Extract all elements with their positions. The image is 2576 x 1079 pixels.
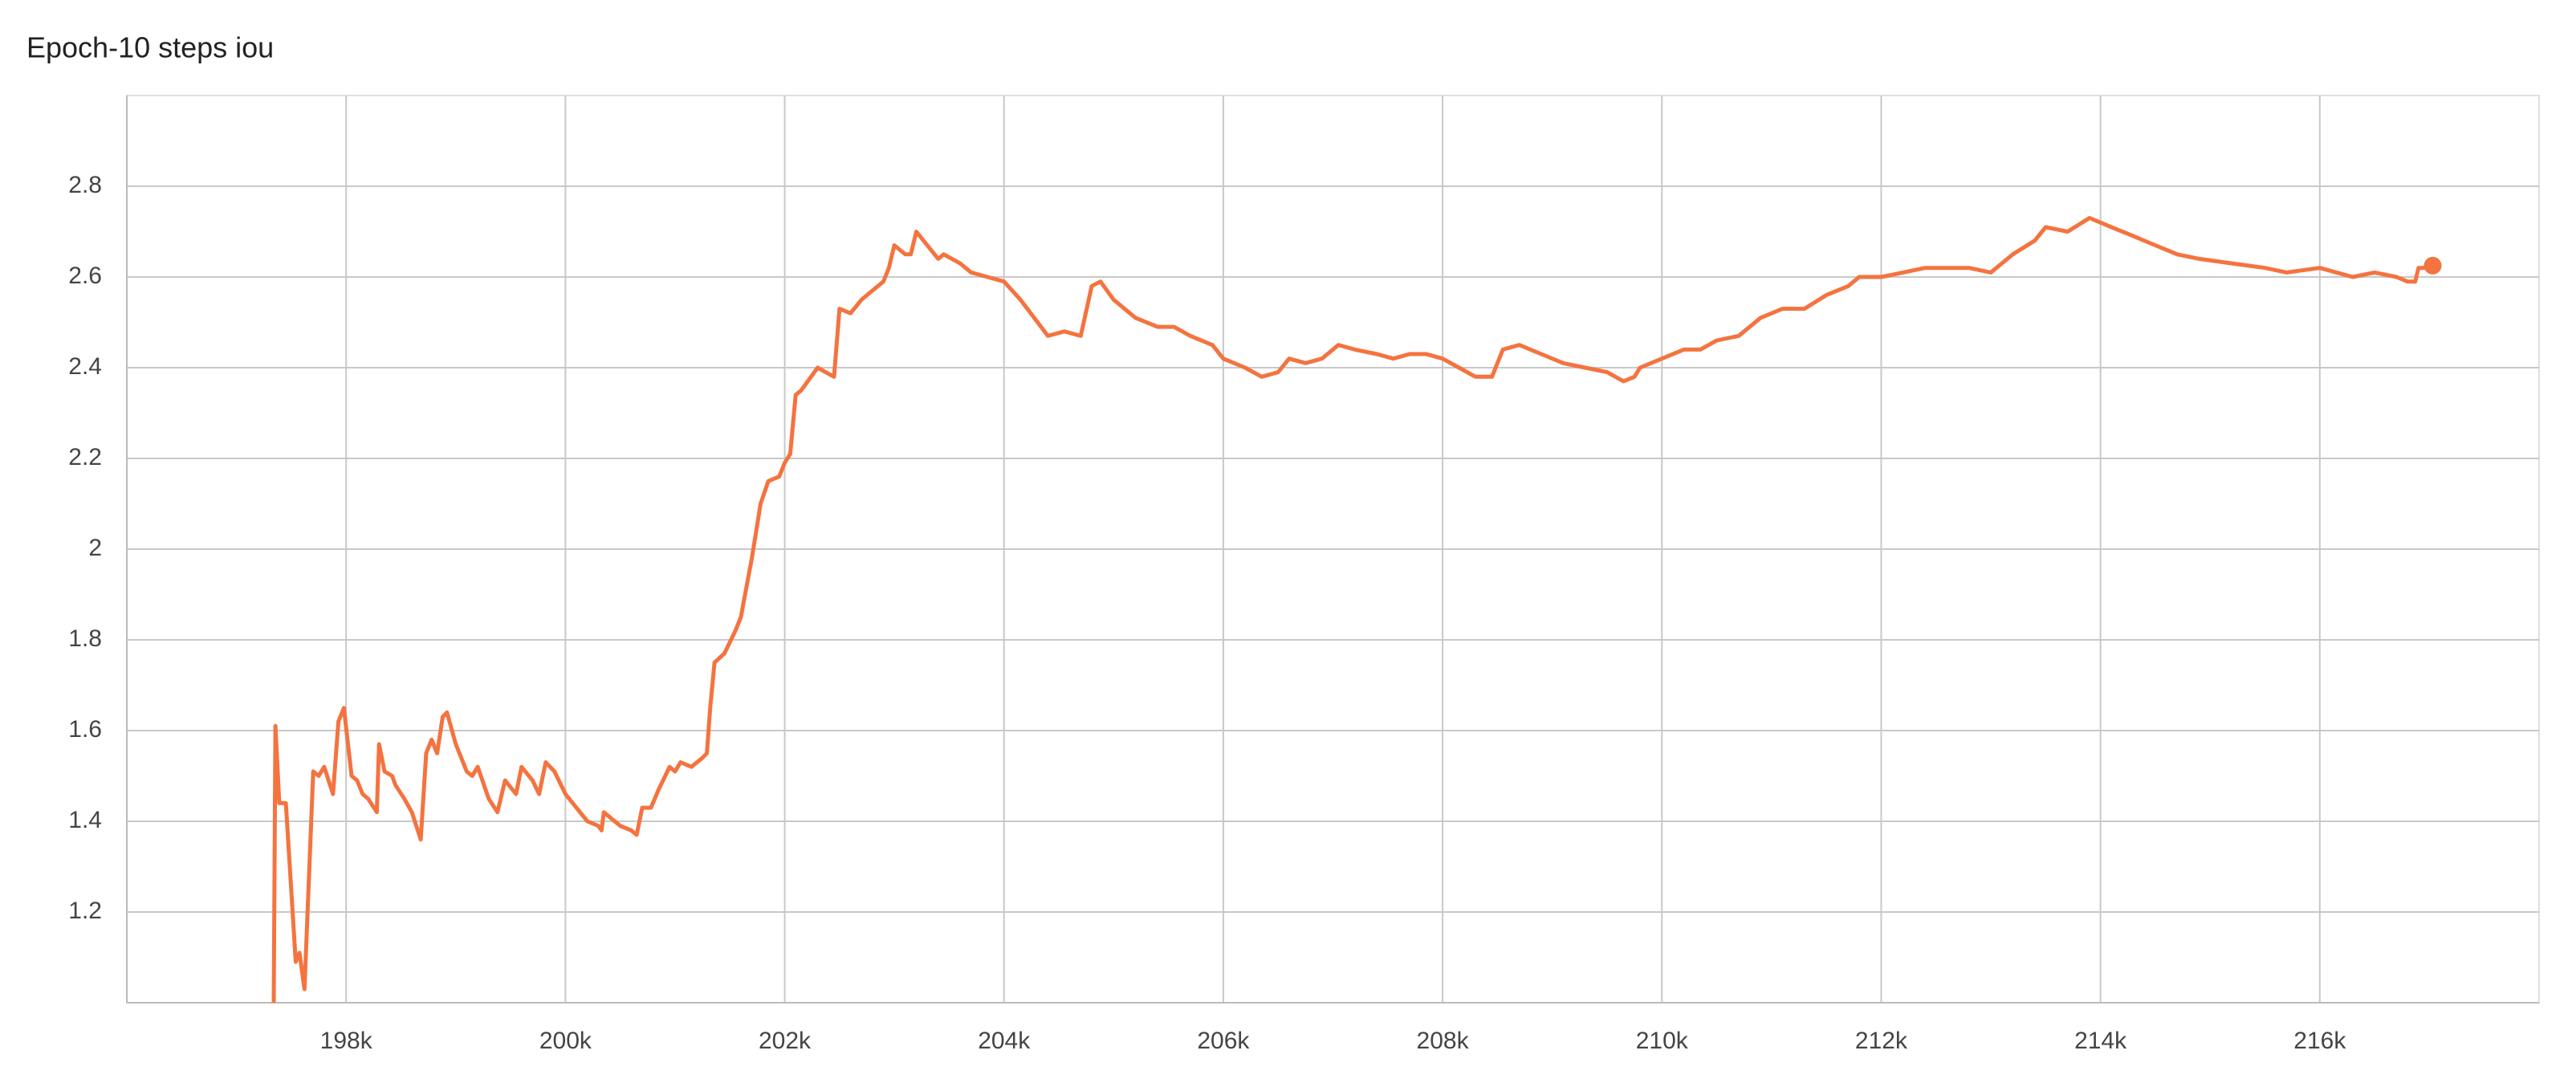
y-tick-label: 1.2 (68, 898, 102, 924)
x-tick-label: 204k (978, 1028, 1031, 1054)
y-tick-label: 1.4 (68, 807, 102, 833)
x-tick-label: 206k (1197, 1028, 1250, 1054)
chart-title: Epoch-10 steps iou (26, 31, 274, 64)
x-tick-label: 210k (1636, 1028, 1689, 1054)
y-tick-label: 2.4 (68, 353, 102, 380)
x-tick-label: 208k (1417, 1028, 1470, 1054)
x-tick-label: 200k (539, 1028, 592, 1054)
x-tick-label: 216k (2293, 1028, 2346, 1054)
y-tick-label: 2.6 (68, 263, 102, 289)
x-tick-label: 202k (759, 1028, 812, 1054)
y-tick-label: 2.2 (68, 444, 102, 470)
x-tick-label: 198k (320, 1028, 373, 1054)
last-point (2423, 256, 2442, 275)
y-tick-label: 1.8 (68, 625, 102, 652)
y-tick-label: 2 (88, 535, 102, 561)
y-tick-label: 2.8 (68, 172, 102, 198)
y-tick-label: 1.6 (68, 716, 102, 743)
x-tick-label: 214k (2074, 1028, 2127, 1054)
x-tick-label: 212k (1855, 1028, 1908, 1054)
data-line (271, 216, 2434, 1004)
